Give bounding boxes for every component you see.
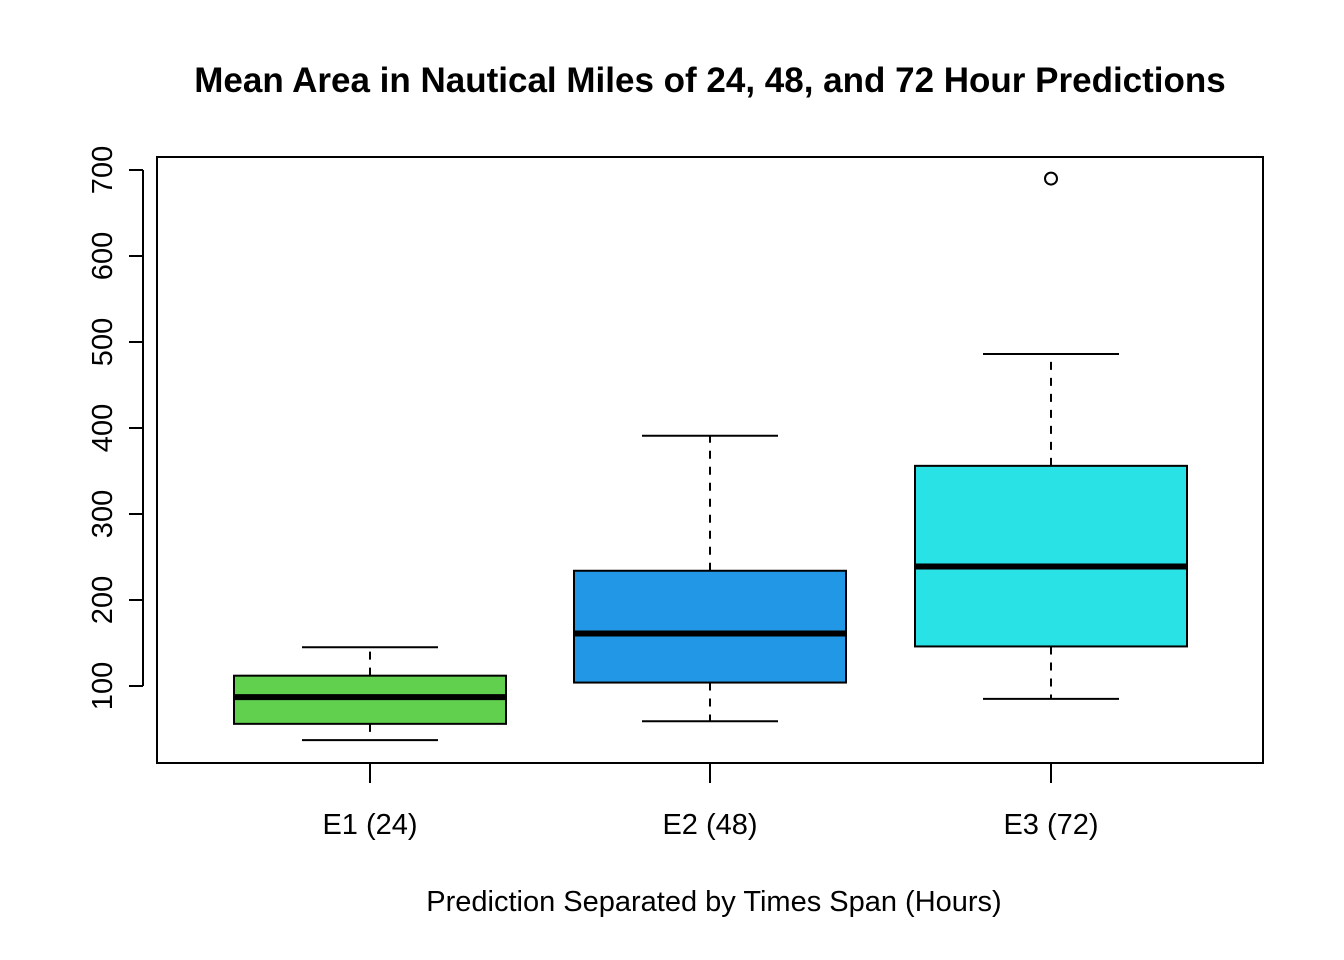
x-axis: E1 (24) E2 (48) E3 (72)	[322, 763, 1099, 841]
x-tick-label: E2 (48)	[662, 809, 757, 841]
x-tick-label: E3 (72)	[1003, 809, 1098, 841]
y-tick-label: 600	[87, 232, 119, 280]
x-axis-label: Prediction Separated by Times Span (Hour…	[426, 886, 1001, 918]
box-1	[233, 646, 507, 742]
box-3	[914, 171, 1188, 700]
iqr-box	[914, 464, 1188, 648]
y-tick-label: 200	[87, 576, 119, 624]
box-series	[233, 171, 1188, 742]
y-tick-label: 300	[87, 490, 119, 538]
y-tick-label: 500	[87, 318, 119, 366]
box-2	[573, 434, 847, 723]
y-tick-label: 100	[87, 662, 119, 710]
y-tick-label: 400	[87, 404, 119, 452]
x-tick-label: E1 (24)	[322, 809, 417, 841]
chart-title: Mean Area in Nautical Miles of 24, 48, a…	[194, 61, 1226, 100]
y-axis: 100 200 300 400 500 600 700	[87, 146, 144, 710]
iqr-box	[573, 569, 847, 684]
y-tick-label: 700	[87, 146, 119, 194]
outlier-point	[1044, 171, 1058, 186]
